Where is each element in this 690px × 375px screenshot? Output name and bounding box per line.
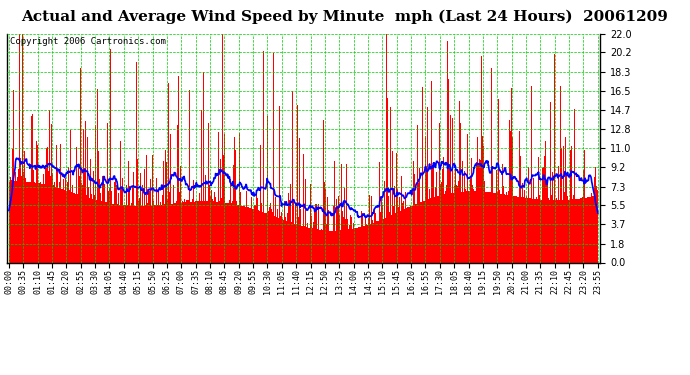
Text: Actual and Average Wind Speed by Minute  mph (Last 24 Hours)  20061209: Actual and Average Wind Speed by Minute … [21,9,669,24]
Text: Copyright 2006 Cartronics.com: Copyright 2006 Cartronics.com [10,37,166,46]
